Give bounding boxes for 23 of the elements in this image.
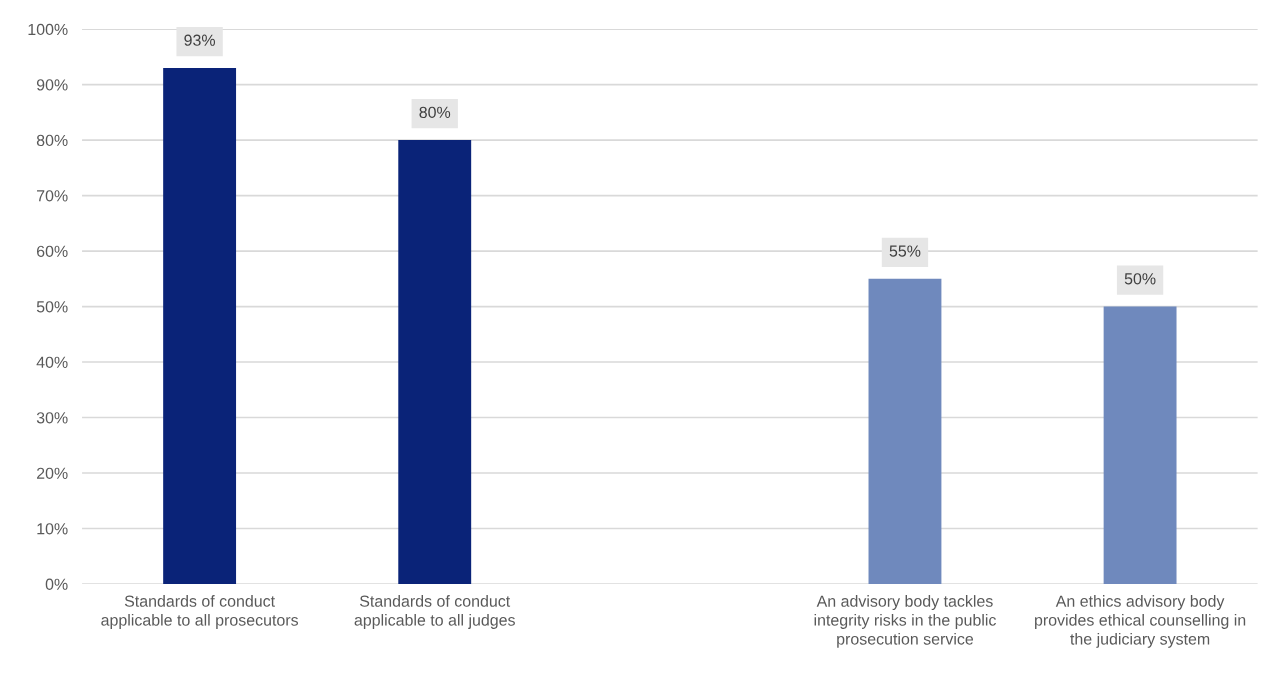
y-tick-label: 80% bbox=[36, 134, 68, 147]
y-tick-label: 20% bbox=[37, 467, 68, 479]
y-tick-label: 0% bbox=[45, 578, 68, 590]
data-label: 50% bbox=[1124, 273, 1156, 285]
x-tick-label: Standards of conduct applicable to all prosecutors bbox=[101, 595, 299, 629]
x-tick-label: An advisory body tackles integrity risks in the public prosecution service bbox=[814, 595, 996, 648]
y-tick-label: 70% bbox=[37, 190, 68, 202]
data-label: 55% bbox=[889, 245, 921, 257]
bar bbox=[398, 140, 472, 584]
x-tick-label: Standards of conduct applicable to all judges bbox=[354, 595, 515, 629]
bar bbox=[163, 67, 237, 584]
y-tick-label: 10% bbox=[37, 523, 68, 535]
x-tick-label: An ethics advisory body provides ethical counselling in the judiciary system bbox=[1035, 595, 1246, 648]
y-tick-label: 100% bbox=[28, 23, 68, 36]
data-label: 80% bbox=[419, 106, 451, 118]
y-tick-label: 90% bbox=[36, 79, 68, 91]
y-tick-label: 40% bbox=[36, 356, 68, 368]
bar bbox=[1103, 306, 1177, 584]
y-tick-label: 50% bbox=[36, 301, 68, 313]
bar bbox=[868, 278, 942, 584]
y-tick-label: 60% bbox=[37, 245, 68, 257]
data-label: 93% bbox=[184, 34, 216, 46]
y-tick-label: 30% bbox=[36, 412, 68, 424]
